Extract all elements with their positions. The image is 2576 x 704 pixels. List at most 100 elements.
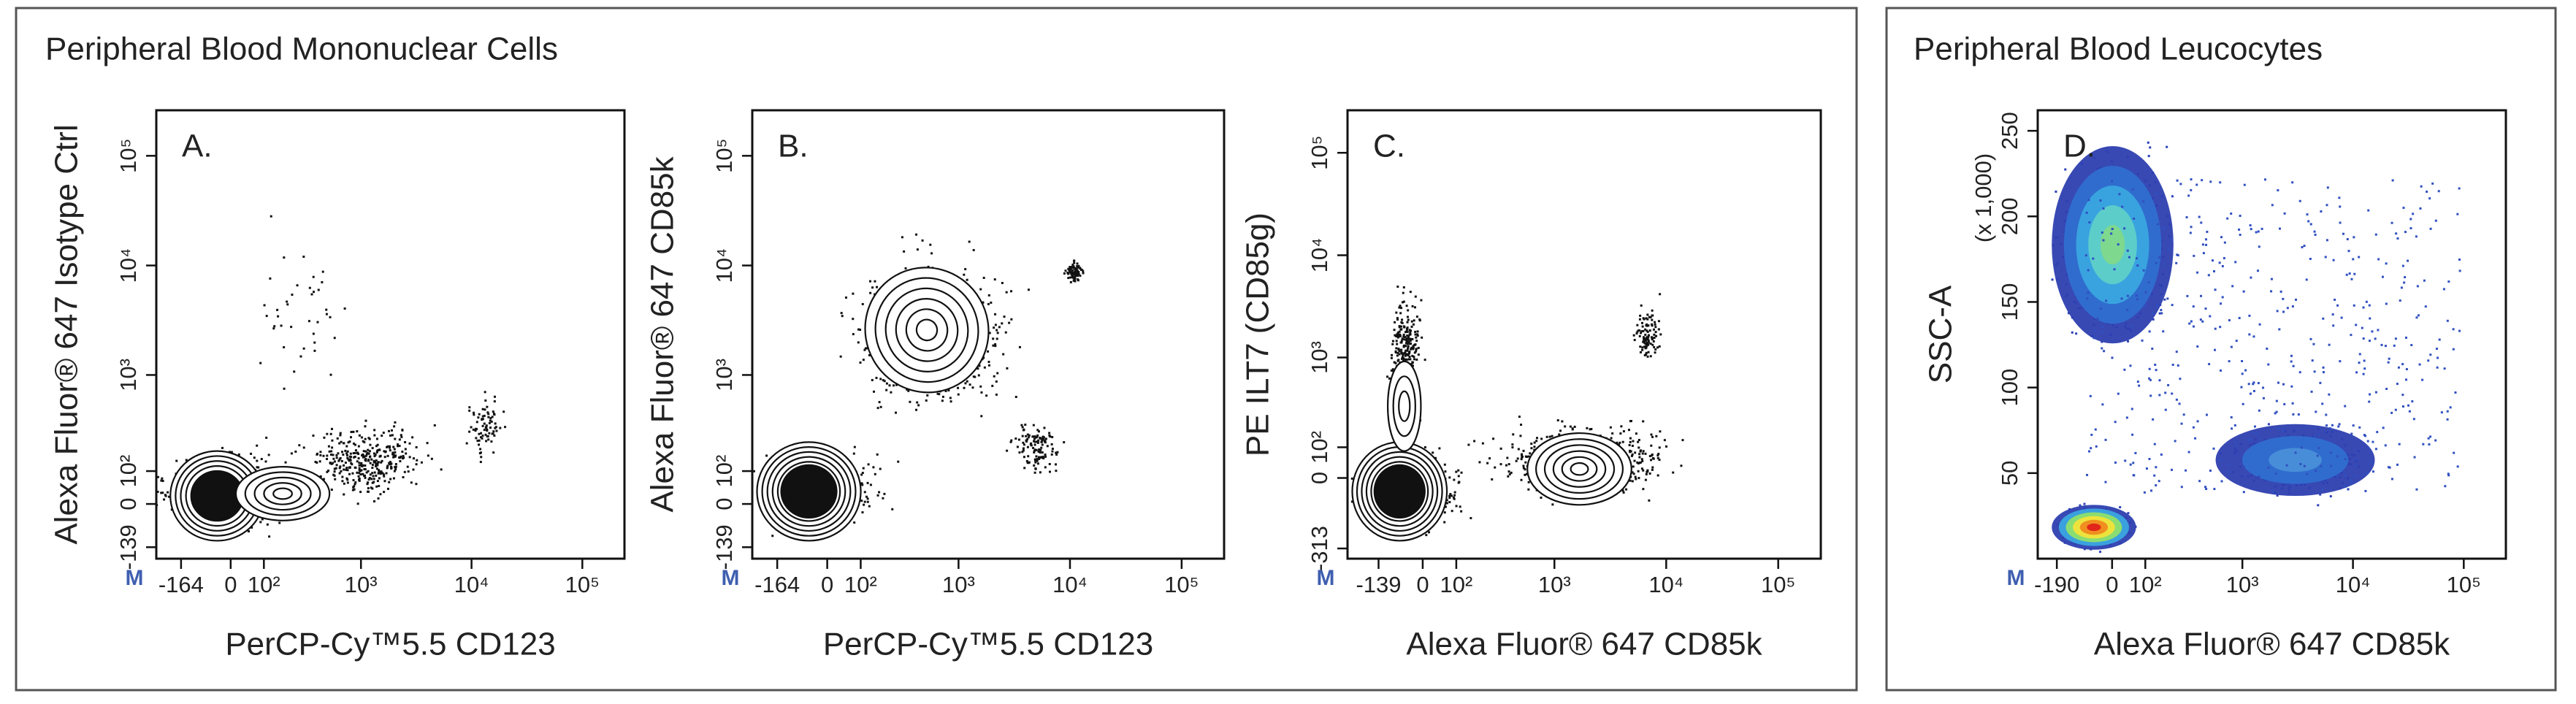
event-dot	[339, 465, 342, 468]
event-dot	[1551, 503, 1554, 506]
event-dot	[1404, 349, 1407, 352]
event-dot	[1395, 311, 1398, 314]
event-dot	[358, 478, 361, 481]
event-dot	[313, 341, 316, 344]
contour	[884, 287, 969, 372]
event-dot	[1638, 318, 1641, 321]
event-dot	[1630, 454, 1633, 457]
event-dot	[994, 313, 997, 315]
event-dot	[1640, 321, 1643, 324]
event-dot	[1522, 464, 1525, 467]
event-dot	[280, 324, 283, 327]
event-dot	[345, 467, 348, 470]
event-dot	[1654, 351, 1656, 354]
event-dot	[1654, 331, 1657, 334]
event-dot	[1680, 464, 1683, 467]
event-dot	[1646, 342, 1648, 345]
event-dot	[1530, 443, 1533, 445]
event-dot	[1473, 440, 1476, 443]
event-dot	[1042, 455, 1044, 458]
event-dot	[391, 434, 394, 437]
event-dot	[1648, 329, 1651, 332]
event-dot	[1396, 343, 1399, 345]
event-dot	[985, 394, 988, 397]
contour	[1365, 456, 1434, 527]
event-dot	[990, 301, 993, 304]
event-dot	[394, 467, 397, 470]
event-dot	[405, 452, 408, 455]
event-dot	[416, 459, 418, 462]
event-dot	[1452, 496, 1455, 499]
event-dot	[319, 475, 322, 478]
event-dot	[936, 392, 939, 395]
x-tick-label: 10³	[1538, 572, 1571, 597]
event-dot	[367, 437, 370, 440]
event-dot	[1641, 325, 1644, 328]
event-dot	[987, 361, 990, 364]
contour	[1543, 444, 1616, 494]
event-dot	[957, 393, 960, 396]
event-dot	[1402, 352, 1405, 355]
event-dot	[161, 477, 164, 480]
panel-label: A.	[182, 129, 213, 164]
event-dot	[396, 445, 399, 448]
event-dot	[869, 291, 872, 294]
event-dot	[487, 438, 490, 441]
event-dot	[1631, 444, 1634, 447]
event-dot	[1400, 328, 1403, 331]
event-dot	[325, 313, 328, 315]
event-dot	[977, 374, 980, 377]
event-dot	[1633, 459, 1636, 462]
event-dot	[1522, 449, 1525, 452]
event-dot	[1659, 293, 1662, 296]
event-dot	[1005, 291, 1008, 294]
event-dot	[269, 277, 272, 280]
contour	[761, 446, 857, 537]
event-dot	[1656, 454, 1659, 457]
event-dot	[221, 446, 224, 449]
event-dot	[979, 288, 982, 291]
event-dot	[1044, 455, 1047, 458]
event-dot	[372, 452, 375, 455]
event-dot	[1044, 454, 1047, 456]
event-dot	[308, 286, 311, 289]
event-dot	[479, 451, 482, 454]
event-dot	[302, 347, 305, 350]
event-dot	[372, 481, 375, 483]
event-dot	[384, 450, 387, 453]
event-dot	[330, 427, 333, 430]
event-dot	[1402, 359, 1405, 362]
panel: -164 0 10² 10³ 10⁴ 10⁵-139010²10³10⁴10⁵PerCP-…	[645, 109, 1226, 662]
event-dot	[1396, 331, 1399, 334]
event-dot	[1499, 463, 1502, 466]
event-dot	[332, 457, 335, 460]
event-dot	[879, 378, 882, 380]
event-dot	[1610, 437, 1613, 440]
event-dot	[1413, 351, 1416, 354]
event-dot	[1074, 272, 1077, 275]
event-dot	[1520, 478, 1523, 481]
event-dot	[312, 435, 315, 437]
event-dot	[390, 462, 393, 465]
event-dot	[1037, 456, 1040, 459]
event-dot	[996, 372, 999, 375]
event-dot	[1642, 329, 1645, 332]
event-dot	[364, 425, 367, 428]
event-dot	[844, 296, 847, 299]
event-dot	[944, 389, 947, 392]
event-dot	[1651, 324, 1654, 327]
event-dot	[369, 455, 372, 458]
event-dot	[1021, 435, 1024, 437]
event-dot	[360, 462, 363, 464]
event-dot	[1646, 329, 1648, 332]
event-dot	[440, 468, 443, 471]
event-dot	[391, 451, 394, 454]
event-dot	[478, 443, 481, 446]
event-dot	[863, 348, 866, 351]
group-box	[15, 7, 1858, 692]
event-dot	[393, 470, 396, 472]
event-dot	[982, 356, 985, 359]
event-dot	[340, 459, 343, 462]
event-dot	[1443, 511, 1446, 514]
event-dot	[901, 236, 903, 239]
